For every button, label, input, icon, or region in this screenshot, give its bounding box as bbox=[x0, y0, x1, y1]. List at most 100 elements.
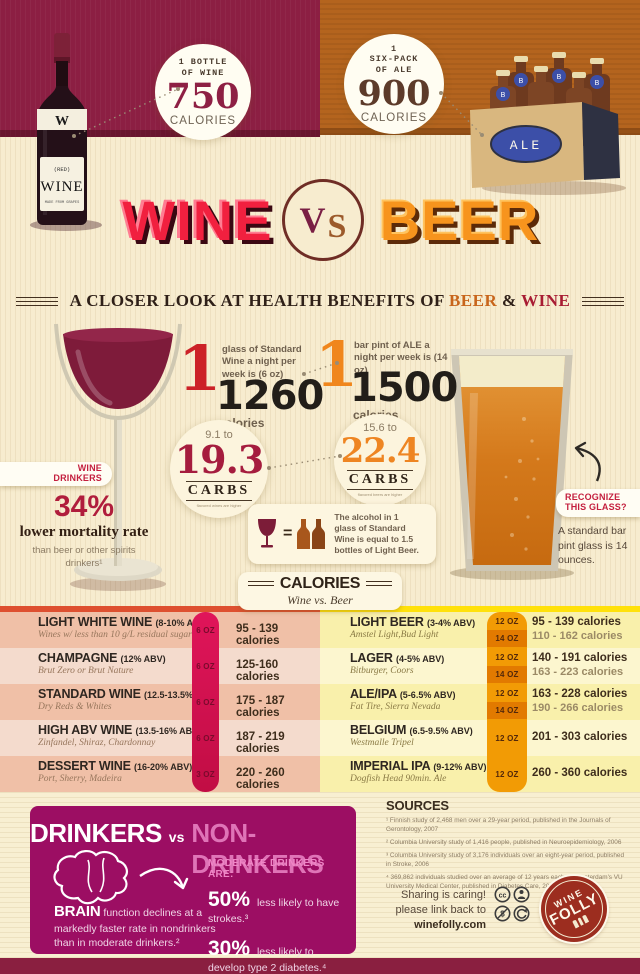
beer-carbs-circle: 15.6 to 22.4 CARBS flavored beers are hi… bbox=[334, 414, 426, 506]
serving-badge: 12 OZ bbox=[495, 733, 519, 743]
vs-badge: V S bbox=[282, 179, 364, 261]
serving-badge: 14 OZ bbox=[487, 702, 527, 719]
beer-cal-range-14oz: 110 - 162 calories bbox=[532, 630, 623, 642]
mortality-value: 34% bbox=[53, 490, 115, 523]
beer-examples: Westmalle Tripel bbox=[350, 737, 414, 748]
wine-bottle-illustration: W (RED) WINE MADE FROM GRAPES bbox=[30, 33, 102, 231]
wine-abv: (16-20% ABV) bbox=[134, 762, 193, 772]
share-message: Sharing is caring! please link back to w… bbox=[368, 888, 487, 933]
serving-badge: 3 OZ bbox=[196, 769, 215, 779]
mini-beer-bottles-icon bbox=[297, 519, 326, 549]
beer-examples: Bitburger, Coors bbox=[350, 665, 414, 676]
callout-line: 1 BOTTLE bbox=[178, 56, 228, 67]
beer-serving-size-column: 12 OZ 14 OZ 12 OZ 14 OZ 12 OZ 14 OZ 12 OZ 1… bbox=[487, 612, 527, 792]
cc-icon[interactable]: cc bbox=[494, 886, 511, 903]
wine-examples: Brut Zero or Brut Nature bbox=[38, 665, 134, 676]
brain-fact-text: function declines at a markedly faster r… bbox=[54, 907, 216, 950]
cc-sa-icon[interactable] bbox=[513, 905, 530, 922]
beer-cal-range: 140 - 191 calories bbox=[532, 652, 628, 664]
callout-line: SIX-PACK bbox=[369, 54, 419, 65]
wine-weekly-calories: 1260 bbox=[216, 373, 324, 419]
callout-line: OF ALE bbox=[375, 64, 413, 75]
beer-name: IMPERIAL IPA bbox=[350, 759, 431, 773]
drinkers-title: DRINKERS vs NON-DRINKERS bbox=[30, 818, 356, 880]
beer-carbs-range: 15.6 to bbox=[363, 422, 397, 435]
diabetes-stat-value: 30% bbox=[208, 936, 251, 960]
wine-carbs-label: CARBS bbox=[185, 481, 253, 502]
wine-calories-value: 750 bbox=[166, 76, 240, 118]
beer-abv: (6.5-9.5% ABV) bbox=[409, 726, 473, 736]
share-line: Sharing is caring! bbox=[401, 889, 486, 901]
beer-carbs-label: CARBS bbox=[346, 470, 414, 491]
section-title-beer: BEER bbox=[448, 291, 498, 310]
wine-carbs-value: 19.3 bbox=[174, 437, 265, 483]
bottom-maroon-strip bbox=[0, 958, 640, 974]
cc-by-icon[interactable] bbox=[513, 886, 530, 903]
beer-title: BEER bbox=[379, 189, 540, 252]
callout-line: OF WINE bbox=[181, 67, 225, 78]
six-pack-illustration: B B B B ALE bbox=[470, 52, 626, 195]
share-line: please link back to bbox=[395, 903, 487, 916]
bottle-label-sub: MADE FROM GRAPES bbox=[45, 201, 80, 205]
stroke-stat-value: 50% bbox=[208, 888, 251, 911]
beer-cal-range: 95 - 139 calories bbox=[532, 616, 621, 628]
beer-abv: (9-12% ABV) bbox=[433, 762, 487, 772]
wine-name: DESSERT WINE bbox=[38, 759, 131, 773]
callout-line: 1 bbox=[390, 43, 398, 54]
beer-cal-range: 260 - 360 calories bbox=[532, 767, 628, 779]
bottle-cap-b: B bbox=[557, 74, 562, 81]
drinkers-vs-nondrinkers-panel: DRINKERS vs NON-DRINKERS BRAIN function … bbox=[30, 806, 356, 974]
beer-cal-range: 163 - 228 calories bbox=[532, 688, 628, 700]
wine-cal-range: 187 - 219 calories bbox=[236, 731, 285, 755]
wine-abv: (13.5-16% ABV) bbox=[135, 726, 202, 736]
bottle-label-name: WINE bbox=[40, 179, 83, 195]
bottle-label-w: W bbox=[55, 114, 69, 129]
wine-examples: Dry Reds & Whites bbox=[38, 701, 112, 712]
decorative-lines-right bbox=[582, 296, 625, 306]
section-header: A CLOSER LOOK AT HEALTH BENEFITS OF BEER… bbox=[0, 288, 640, 314]
wine-cal-range: 95 - 139 calories bbox=[236, 623, 280, 647]
wine-examples: Port, Sherry, Madeira bbox=[38, 773, 122, 784]
serving-badge: 6 OZ bbox=[196, 697, 215, 707]
beer-cal-range-14oz: 190 - 266 calories bbox=[532, 702, 624, 714]
table-row: LAGER (4-5% ABV) Bitburger, Coors 140 - … bbox=[320, 648, 640, 684]
ribbon-line: RECOGNIZE bbox=[565, 492, 621, 503]
beer-name: ALE/IPA bbox=[350, 687, 397, 701]
table-row: BELGIUM (6.5-9.5% ABV) Westmalle Tripel … bbox=[320, 720, 640, 756]
serving-badge: 14 OZ bbox=[487, 666, 527, 683]
mortality-note: than beer or other spirits drinkers¹ bbox=[32, 545, 136, 569]
wine-folly-seal[interactable]: WINE FOLLY bbox=[541, 876, 607, 942]
pint-glass-illustration bbox=[450, 349, 574, 580]
alcohol-equivalence-box: = The alcohol in 1 glass of Standard Win… bbox=[248, 504, 436, 564]
sources-section: SOURCES ¹ Finnish study of 2,468 men ove… bbox=[386, 798, 634, 896]
wine-title: WINE bbox=[122, 189, 273, 252]
ribbon-line: WINE bbox=[77, 463, 102, 474]
wine-examples: Zinfandel, Shiraz, Chardonnay bbox=[38, 737, 156, 748]
cc-nc-icon[interactable]: $ bbox=[494, 905, 511, 922]
equivalence-text: The alcohol in 1 glass of Standard Wine … bbox=[334, 511, 419, 556]
mortality-stat: 34% lower mortality rate than beer or ot… bbox=[15, 492, 153, 570]
wine-abv: (12.5-13.5% ABV) bbox=[144, 690, 218, 700]
section-title-prefix: A CLOSER LOOK AT HEALTH BENEFITS OF bbox=[69, 291, 445, 310]
vs-s: S bbox=[327, 208, 347, 245]
table-row: LIGHT WHITE WINE (8-10% ABV) Wines w/ le… bbox=[0, 612, 320, 648]
sources-title: SOURCES bbox=[386, 798, 449, 813]
table-row: HIGH ABV WINE (13.5-16% ABV) Zinfandel, … bbox=[0, 720, 320, 756]
wine-name: CHAMPAGNE bbox=[38, 651, 118, 665]
section-title-amp: & bbox=[502, 291, 517, 310]
moderate-drinkers-stats: MODERATE DRINKERS ARE: 50% less likely t… bbox=[208, 858, 346, 974]
beer-name: LAGER bbox=[350, 651, 393, 665]
nondrinkers-word: NON-DRINKERS bbox=[191, 818, 324, 879]
wine-one-digit: 1 bbox=[178, 332, 222, 405]
winefolly-link[interactable]: winefolly.com bbox=[414, 918, 486, 931]
beer-stat-label: bar pint of ALE a night per week is (14 … bbox=[354, 340, 448, 376]
wine-calories-callout: 1 BOTTLE OF WINE 750 CALORIES bbox=[155, 44, 251, 140]
wine-carbs-range: 9.1 to bbox=[205, 429, 233, 442]
diabetes-stat-text: less likely to develop type 2 diabetes.⁴ bbox=[208, 945, 327, 974]
wine-abv: (12% ABV) bbox=[120, 654, 166, 664]
brain-word: BRAIN bbox=[54, 903, 101, 920]
wine-examples: Wines w/ less than 10 g/L residual sugar bbox=[38, 629, 192, 640]
wine-name: STANDARD WINE bbox=[38, 687, 141, 701]
wine-cal-range: 175 - 187 calories bbox=[236, 695, 285, 719]
bottle-label-red: (RED) bbox=[54, 166, 71, 173]
